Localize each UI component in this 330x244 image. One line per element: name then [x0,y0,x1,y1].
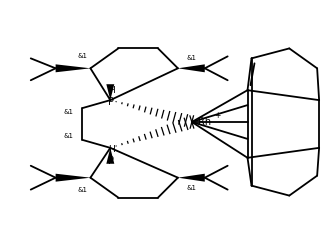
Text: &1: &1 [187,185,197,191]
Polygon shape [106,84,114,100]
Text: H: H [108,145,115,154]
Polygon shape [56,64,90,72]
Polygon shape [106,148,114,164]
Text: P: P [108,156,114,166]
Text: &1: &1 [187,55,197,61]
Text: &1: &1 [64,133,74,139]
Text: &1: &1 [78,187,87,193]
Polygon shape [178,64,205,72]
Text: P: P [108,97,114,107]
Text: Rh: Rh [198,117,211,127]
Polygon shape [178,174,205,182]
Text: +: + [214,111,220,120]
Text: H: H [108,86,115,95]
Text: &1: &1 [64,109,74,115]
Text: &1: &1 [78,53,87,59]
Polygon shape [56,174,90,182]
